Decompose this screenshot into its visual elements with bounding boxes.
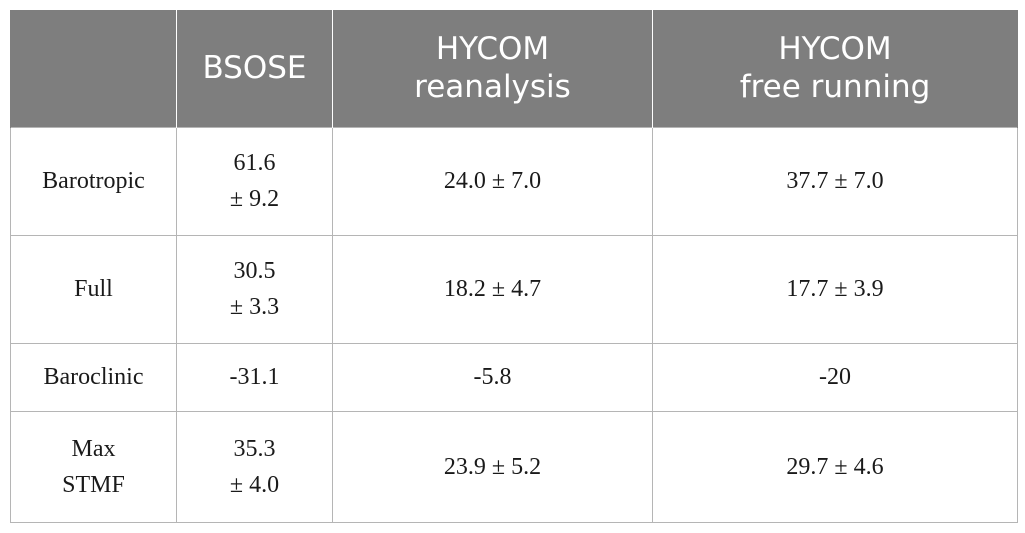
cell-hycom-reanalysis: 18.2 ± 4.7 — [332, 234, 653, 344]
cell-bsose: 35.3 ± 4.0 — [176, 410, 333, 523]
header-bsose: BSOSE — [176, 10, 333, 127]
table-row-max-stmf: Max STMF 35.3 ± 4.0 23.9 ± 5.2 29.7 ± 4.… — [10, 410, 1018, 523]
cell-bsose: -31.1 — [176, 342, 333, 412]
cell-hycom-free-running: 29.7 ± 4.6 — [652, 410, 1018, 523]
row-label: Max STMF — [10, 410, 177, 523]
table-row-baroclinic: Baroclinic -31.1 -5.8 -20 — [10, 342, 1018, 412]
row-label: Barotropic — [10, 126, 177, 236]
cell-hycom-reanalysis: 23.9 ± 5.2 — [332, 410, 653, 523]
header-hycom-reanalysis: HYCOM reanalysis — [332, 10, 653, 127]
table-header: BSOSE HYCOM reanalysis HYCOM free runnin… — [10, 10, 1018, 127]
cell-bsose: 30.5 ± 3.3 — [176, 234, 333, 344]
table-row-full: Full 30.5 ± 3.3 18.2 ± 4.7 17.7 ± 3.9 — [10, 234, 1018, 344]
cell-hycom-free-running: -20 — [652, 342, 1018, 412]
header-row: BSOSE HYCOM reanalysis HYCOM free runnin… — [10, 10, 1018, 127]
row-label: Baroclinic — [10, 342, 177, 412]
data-table: BSOSE HYCOM reanalysis HYCOM free runnin… — [10, 10, 1018, 523]
header-hycom-free-running: HYCOM free running — [652, 10, 1018, 127]
cell-bsose: 61.6 ± 9.2 — [176, 126, 333, 236]
header-empty-cell — [10, 10, 177, 127]
cell-hycom-free-running: 37.7 ± 7.0 — [652, 126, 1018, 236]
cell-hycom-free-running: 17.7 ± 3.9 — [652, 234, 1018, 344]
table-body: Barotropic 61.6 ± 9.2 24.0 ± 7.0 37.7 ± … — [10, 126, 1018, 523]
table-row-barotropic: Barotropic 61.6 ± 9.2 24.0 ± 7.0 37.7 ± … — [10, 126, 1018, 236]
row-label: Full — [10, 234, 177, 344]
cell-hycom-reanalysis: -5.8 — [332, 342, 653, 412]
cell-hycom-reanalysis: 24.0 ± 7.0 — [332, 126, 653, 236]
